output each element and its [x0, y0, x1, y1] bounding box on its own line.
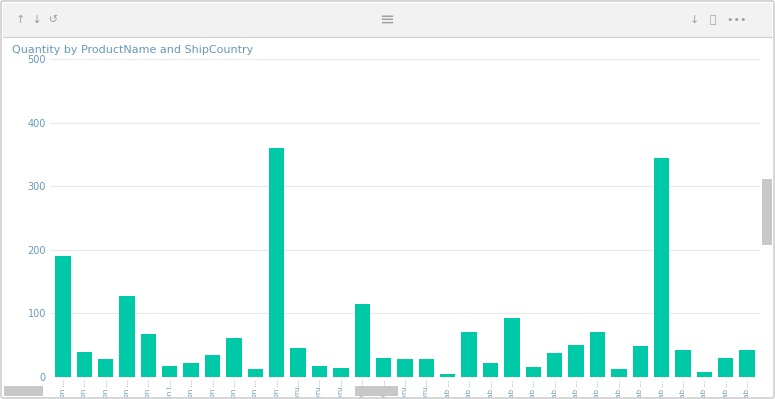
Bar [718, 358, 733, 377]
Bar [119, 296, 135, 377]
Bar [568, 345, 584, 377]
Bar [312, 365, 327, 377]
Bar [483, 363, 498, 377]
Bar [611, 369, 626, 377]
Bar [461, 332, 477, 377]
Text: ↑  ↓  ↺: ↑ ↓ ↺ [16, 15, 58, 25]
Bar [418, 359, 434, 377]
Bar [739, 350, 755, 377]
Bar [354, 304, 370, 377]
Bar [697, 372, 712, 377]
Bar [525, 367, 541, 377]
Bar [162, 365, 177, 377]
Text: Quantity by ProductName and ShipCountry: Quantity by ProductName and ShipCountry [12, 45, 253, 55]
Bar [77, 352, 92, 377]
Bar [355, 386, 397, 395]
Bar [184, 363, 199, 377]
Bar [3, 3, 772, 37]
Bar [654, 158, 670, 377]
Bar [4, 386, 42, 395]
Bar [269, 148, 284, 377]
Bar [505, 318, 519, 377]
Bar [762, 179, 771, 244]
Text: ≡: ≡ [380, 11, 394, 29]
Bar [547, 353, 563, 377]
Bar [141, 334, 156, 377]
Bar [398, 359, 413, 377]
Bar [675, 350, 691, 377]
Bar [247, 369, 263, 377]
Bar [98, 359, 113, 377]
Bar [55, 256, 71, 377]
Text: ↓   ⬜   •••: ↓ ⬜ ••• [690, 15, 746, 25]
Bar [632, 346, 648, 377]
Bar [333, 368, 349, 377]
Bar [440, 374, 456, 377]
Bar [376, 358, 391, 377]
Bar [226, 338, 242, 377]
Bar [291, 348, 306, 377]
Bar [205, 355, 220, 377]
Bar [590, 332, 605, 377]
